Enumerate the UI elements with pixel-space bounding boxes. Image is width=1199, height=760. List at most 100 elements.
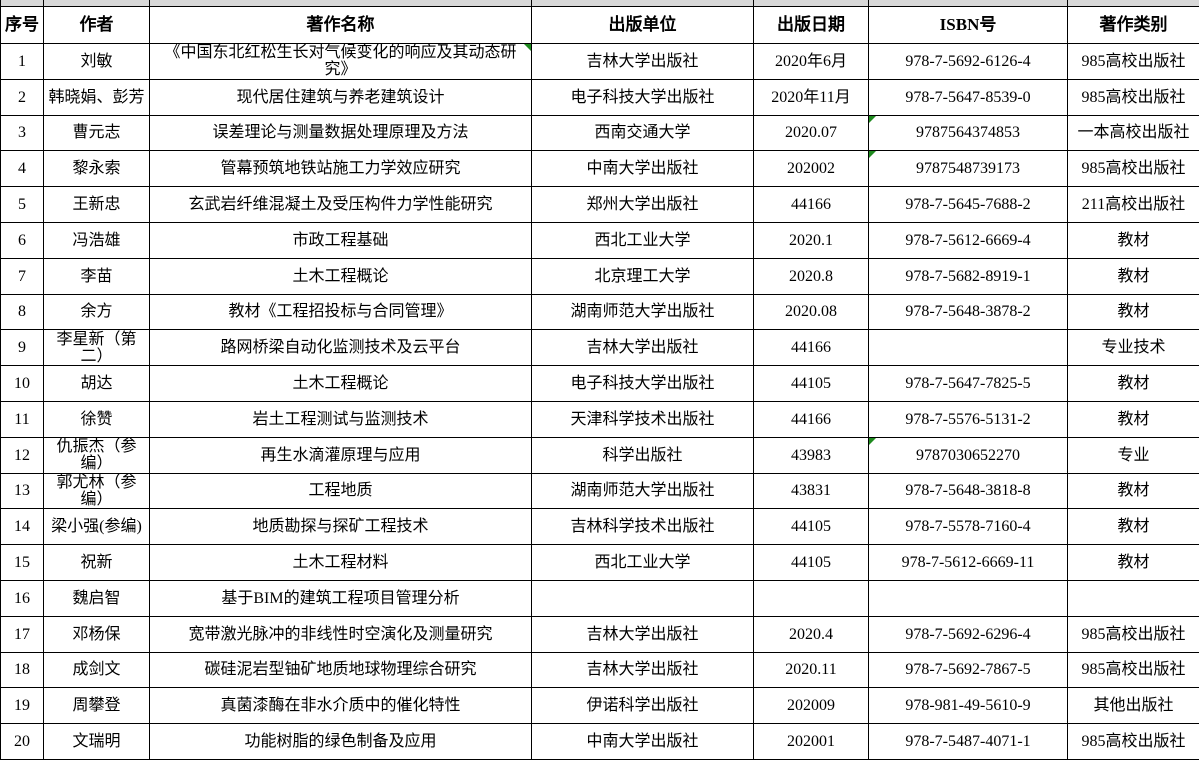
cell-date[interactable]: 2020.8 bbox=[753, 257, 869, 295]
cell-title[interactable]: 再生水滴灌原理与应用 bbox=[149, 436, 532, 474]
cell-publisher[interactable]: 西北工业大学 bbox=[531, 221, 754, 259]
cell-title[interactable]: 土木工程概论 bbox=[149, 365, 532, 402]
cell-isbn[interactable]: 978-7-5576-5131-2 bbox=[868, 400, 1068, 438]
cell-date[interactable]: 2020.07 bbox=[753, 114, 869, 152]
cell-publisher[interactable]: 伊诺科学出版社 bbox=[531, 687, 754, 725]
cell-isbn[interactable]: 978-7-5647-8539-0 bbox=[868, 78, 1068, 116]
cell-title[interactable]: 地质勘探与探矿工程技术 bbox=[149, 508, 532, 546]
cell-author[interactable]: 冯浩雄 bbox=[43, 221, 150, 259]
cell-publisher[interactable]: 吉林大学出版社 bbox=[531, 43, 754, 80]
cell-category[interactable]: 985高校出版社 bbox=[1067, 723, 1199, 760]
cell-category[interactable]: 985高校出版社 bbox=[1067, 150, 1199, 188]
cell-date[interactable]: 44166 bbox=[753, 186, 869, 223]
cell-index[interactable]: 9 bbox=[0, 329, 44, 367]
cell-category[interactable]: 其他出版社 bbox=[1067, 687, 1199, 725]
cell-category[interactable]: 985高校出版社 bbox=[1067, 78, 1199, 116]
cell-date[interactable]: 2020.11 bbox=[753, 651, 869, 689]
cell-category[interactable]: 教材 bbox=[1067, 293, 1199, 331]
cell-isbn[interactable]: 978-7-5645-7688-2 bbox=[868, 186, 1068, 223]
cell-date[interactable]: 202009 bbox=[753, 687, 869, 725]
cell-title[interactable]: 宽带激光脉冲的非线性时空演化及测量研究 bbox=[149, 615, 532, 653]
cell-author[interactable]: 文瑞明 bbox=[43, 723, 150, 760]
cell-index[interactable]: 1 bbox=[0, 43, 44, 80]
cell-date[interactable]: 44166 bbox=[753, 329, 869, 367]
cell-category[interactable]: 教材 bbox=[1067, 508, 1199, 546]
cell-date[interactable]: 2020年6月 bbox=[753, 43, 869, 80]
cell-publisher[interactable]: 西北工业大学 bbox=[531, 544, 754, 581]
cell-publisher[interactable]: 中南大学出版社 bbox=[531, 150, 754, 188]
cell-date[interactable]: 44105 bbox=[753, 365, 869, 402]
cell-date[interactable]: 43983 bbox=[753, 436, 869, 474]
cell-isbn[interactable]: 978-7-5612-6669-11 bbox=[868, 544, 1068, 581]
cell-author[interactable]: 郭尤林（参编） bbox=[43, 472, 150, 510]
cell-category[interactable]: 教材 bbox=[1067, 257, 1199, 295]
cell-index[interactable]: 13 bbox=[0, 472, 44, 510]
cell-title[interactable]: 功能树脂的绿色制备及应用 bbox=[149, 723, 532, 760]
cell-category[interactable]: 985高校出版社 bbox=[1067, 651, 1199, 689]
cell-author[interactable]: 余方 bbox=[43, 293, 150, 331]
cell-isbn[interactable]: 978-7-5487-4071-1 bbox=[868, 723, 1068, 760]
col-header-index[interactable]: 序号 bbox=[0, 6, 44, 44]
cell-date[interactable]: 43831 bbox=[753, 472, 869, 510]
cell-index[interactable]: 8 bbox=[0, 293, 44, 331]
cell-author[interactable]: 胡达 bbox=[43, 365, 150, 402]
cell-date[interactable]: 2020.4 bbox=[753, 615, 869, 653]
cell-title[interactable]: 碳硅泥岩型铀矿地质地球物理综合研究 bbox=[149, 651, 532, 689]
cell-category[interactable] bbox=[1067, 579, 1199, 617]
cell-isbn[interactable]: 978-7-5692-6296-4 bbox=[868, 615, 1068, 653]
cell-author[interactable]: 祝新 bbox=[43, 544, 150, 581]
cell-isbn[interactable]: 978-7-5682-8919-1 bbox=[868, 257, 1068, 295]
cell-title[interactable]: 《中国东北红松生长对气候变化的响应及其动态研究》 bbox=[149, 43, 532, 80]
cell-title[interactable]: 市政工程基础 bbox=[149, 221, 532, 259]
cell-isbn[interactable]: 978-981-49-5610-9 bbox=[868, 687, 1068, 725]
cell-isbn[interactable]: 978-7-5578-7160-4 bbox=[868, 508, 1068, 546]
cell-category[interactable]: 专业 bbox=[1067, 436, 1199, 474]
cell-title[interactable]: 真菌漆酶在非水介质中的催化特性 bbox=[149, 687, 532, 725]
cell-index[interactable]: 11 bbox=[0, 400, 44, 438]
cell-publisher[interactable]: 湖南师范大学出版社 bbox=[531, 293, 754, 331]
cell-author[interactable]: 邓杨保 bbox=[43, 615, 150, 653]
cell-title[interactable]: 现代居住建筑与养老建筑设计 bbox=[149, 78, 532, 116]
cell-publisher[interactable]: 吉林大学出版社 bbox=[531, 651, 754, 689]
cell-title[interactable]: 路网桥梁自动化监测技术及云平台 bbox=[149, 329, 532, 367]
cell-publisher[interactable]: 郑州大学出版社 bbox=[531, 186, 754, 223]
cell-title[interactable]: 玄武岩纤维混凝土及受压构件力学性能研究 bbox=[149, 186, 532, 223]
cell-publisher[interactable]: 吉林大学出版社 bbox=[531, 615, 754, 653]
cell-date[interactable]: 44105 bbox=[753, 508, 869, 546]
cell-date[interactable]: 202001 bbox=[753, 723, 869, 760]
cell-index[interactable]: 14 bbox=[0, 508, 44, 546]
cell-isbn[interactable] bbox=[868, 579, 1068, 617]
cell-category[interactable]: 教材 bbox=[1067, 400, 1199, 438]
cell-index[interactable]: 6 bbox=[0, 221, 44, 259]
cell-index[interactable]: 19 bbox=[0, 687, 44, 725]
cell-publisher[interactable]: 北京理工大学 bbox=[531, 257, 754, 295]
cell-publisher[interactable]: 科学出版社 bbox=[531, 436, 754, 474]
cell-date[interactable]: 44105 bbox=[753, 544, 869, 581]
cell-index[interactable]: 20 bbox=[0, 723, 44, 760]
cell-isbn[interactable]: 9787548739173 bbox=[868, 150, 1068, 188]
col-header-publisher[interactable]: 出版单位 bbox=[531, 6, 754, 44]
cell-title[interactable]: 教材《工程招投标与合同管理》 bbox=[149, 293, 532, 331]
cell-index[interactable]: 15 bbox=[0, 544, 44, 581]
cell-author[interactable]: 仇振杰（参编） bbox=[43, 436, 150, 474]
cell-isbn[interactable]: 978-7-5692-7867-5 bbox=[868, 651, 1068, 689]
cell-date[interactable]: 2020.1 bbox=[753, 221, 869, 259]
cell-isbn[interactable]: 978-7-5692-6126-4 bbox=[868, 43, 1068, 80]
cell-date[interactable] bbox=[753, 579, 869, 617]
cell-index[interactable]: 4 bbox=[0, 150, 44, 188]
cell-index[interactable]: 2 bbox=[0, 78, 44, 116]
cell-isbn[interactable] bbox=[868, 329, 1068, 367]
cell-author[interactable]: 王新忠 bbox=[43, 186, 150, 223]
cell-title[interactable]: 土木工程概论 bbox=[149, 257, 532, 295]
cell-category[interactable]: 教材 bbox=[1067, 472, 1199, 510]
cell-isbn[interactable]: 978-7-5648-3818-8 bbox=[868, 472, 1068, 510]
col-header-date[interactable]: 出版日期 bbox=[753, 6, 869, 44]
cell-isbn[interactable]: 978-7-5647-7825-5 bbox=[868, 365, 1068, 402]
cell-isbn[interactable]: 9787030652270 bbox=[868, 436, 1068, 474]
cell-category[interactable]: 一本高校出版社 bbox=[1067, 114, 1199, 152]
cell-isbn[interactable]: 978-7-5612-6669-4 bbox=[868, 221, 1068, 259]
cell-category[interactable]: 教材 bbox=[1067, 365, 1199, 402]
cell-publisher[interactable]: 湖南师范大学出版社 bbox=[531, 472, 754, 510]
cell-category[interactable]: 985高校出版社 bbox=[1067, 615, 1199, 653]
cell-title[interactable]: 基于BIM的建筑工程项目管理分析 bbox=[149, 579, 532, 617]
